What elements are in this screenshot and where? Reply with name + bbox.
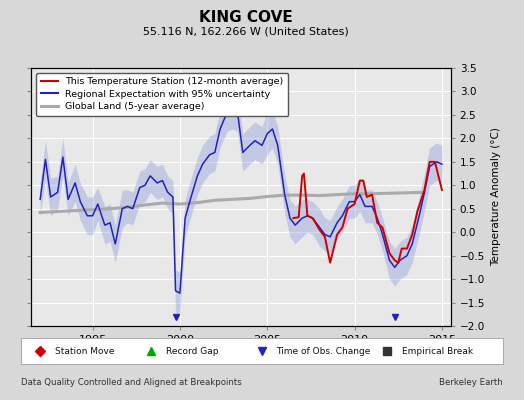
Text: Data Quality Controlled and Aligned at Breakpoints: Data Quality Controlled and Aligned at B…: [21, 378, 242, 387]
Text: Station Move: Station Move: [54, 346, 114, 356]
Text: Record Gap: Record Gap: [166, 346, 218, 356]
Text: Empirical Break: Empirical Break: [402, 346, 473, 356]
Text: KING COVE: KING COVE: [200, 10, 293, 25]
Y-axis label: Temperature Anomaly (°C): Temperature Anomaly (°C): [490, 128, 500, 266]
Legend: This Temperature Station (12-month average), Regional Expectation with 95% uncer: This Temperature Station (12-month avera…: [36, 73, 288, 116]
Text: Berkeley Earth: Berkeley Earth: [439, 378, 503, 387]
Text: Time of Obs. Change: Time of Obs. Change: [277, 346, 371, 356]
Text: 55.116 N, 162.266 W (United States): 55.116 N, 162.266 W (United States): [144, 26, 349, 36]
